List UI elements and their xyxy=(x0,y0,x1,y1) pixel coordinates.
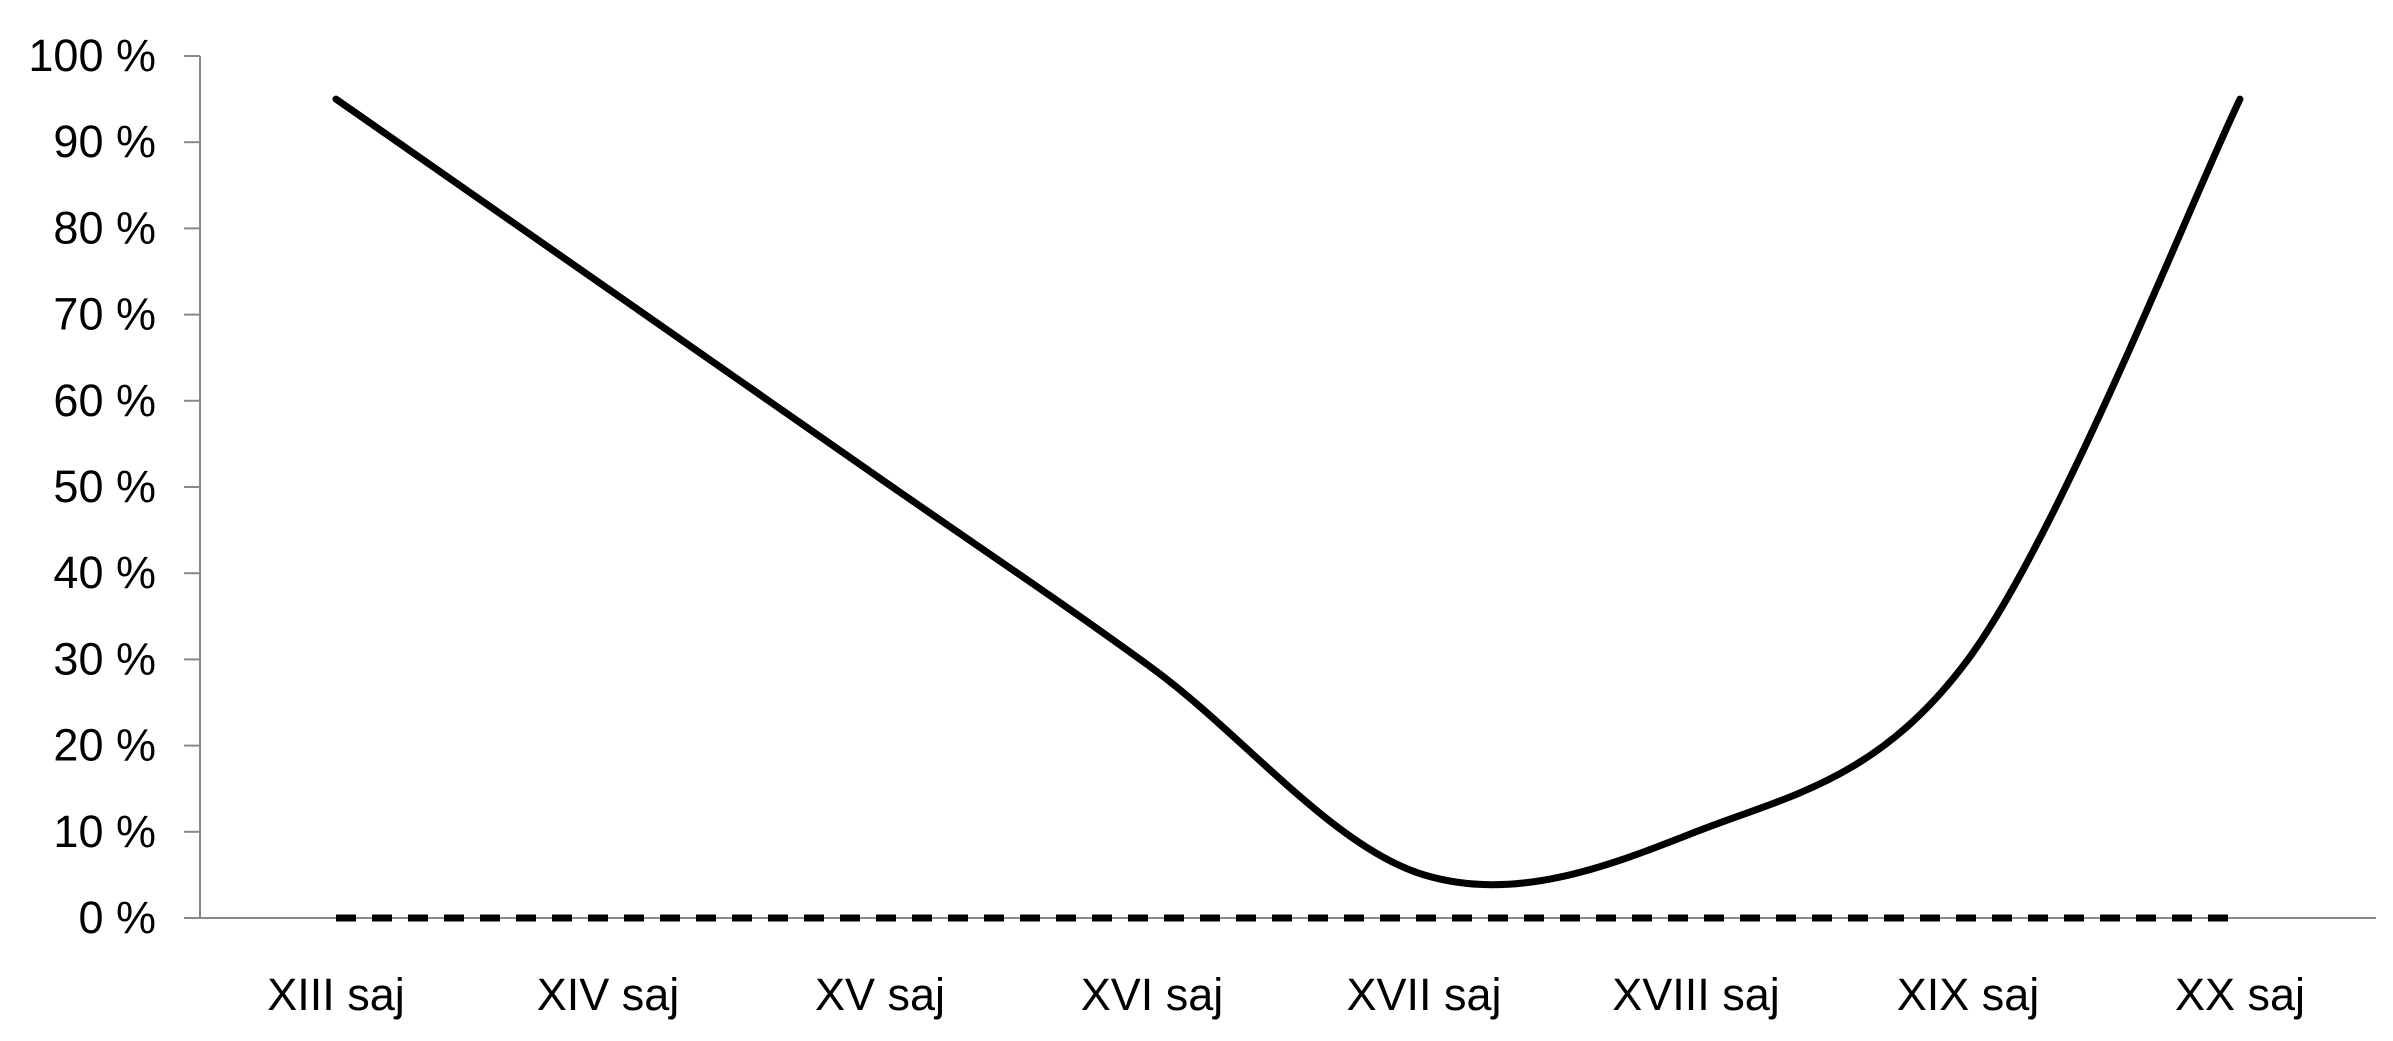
y-tick-label: 0 % xyxy=(78,892,156,943)
series-line-solid xyxy=(332,95,2244,889)
chart-series xyxy=(332,95,2244,922)
y-tick-label: 70 % xyxy=(53,289,156,340)
y-tick-label: 40 % xyxy=(53,547,156,598)
x-tick-label: XX saj xyxy=(2175,969,2305,1020)
y-tick-label: 10 % xyxy=(53,806,156,857)
y-tick-label: 60 % xyxy=(53,375,156,426)
y-tick-label: 80 % xyxy=(53,202,156,253)
y-tick-label: 50 % xyxy=(53,461,156,512)
x-tick-label: XVIII saj xyxy=(1612,969,1780,1020)
x-tick-label: XIV saj xyxy=(537,969,680,1020)
chart-labels: 0 % 10 % 20 % 30 % 40 % 50 % 60 % 70 % 80 % 90 % 1… xyxy=(28,30,2305,1020)
x-tick-label: XIII saj xyxy=(267,969,405,1020)
x-tick-label: XVII saj xyxy=(1346,969,1501,1020)
x-tick-label: XV saj xyxy=(815,969,945,1020)
y-tick-label: 90 % xyxy=(53,116,156,167)
y-tick-label: 100 % xyxy=(28,30,156,81)
x-tick-label: XVI saj xyxy=(1081,969,1224,1020)
x-tick-label: XIX saj xyxy=(1897,969,2040,1020)
y-tick-label: 20 % xyxy=(53,720,156,771)
chart-axes xyxy=(184,55,2376,919)
y-tick-label: 30 % xyxy=(53,633,156,684)
